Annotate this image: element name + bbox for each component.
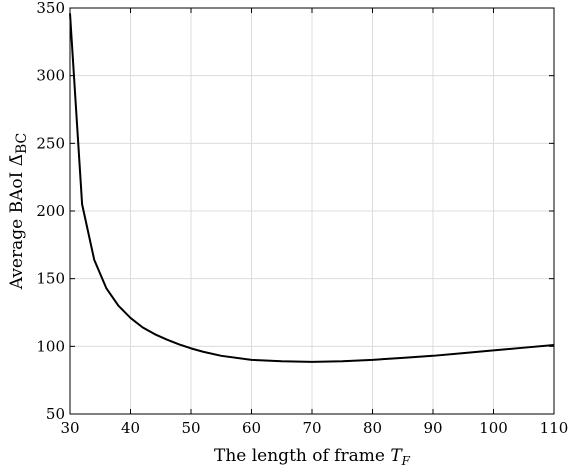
y-tick-label: 100	[36, 337, 65, 355]
y-tick-label: 300	[36, 67, 65, 85]
x-tick-label: 60	[242, 419, 261, 437]
series-layer	[69, 13, 555, 363]
y-tick-label: 350	[36, 0, 65, 17]
x-tick-label: 100	[479, 419, 508, 437]
x-tick-label: 70	[302, 419, 321, 437]
x-tick-label: 90	[423, 419, 442, 437]
y-tick-label: 150	[36, 270, 65, 288]
y-tick-label: 50	[46, 405, 65, 423]
x-tick-label: 30	[60, 419, 79, 437]
x-axis-label: The length of frame TF	[214, 446, 411, 468]
x-axis-label-variable: T	[390, 446, 403, 466]
series-line	[69, 13, 555, 363]
y-tick-label: 200	[36, 202, 65, 220]
ticks	[69, 7, 555, 415]
x-axis-label-subscript: F	[401, 454, 411, 468]
y-axis-label: Average BAoI Δ̄BC	[7, 133, 30, 291]
y-axis-label-subscript: BC	[14, 133, 30, 154]
x-tick-label: 110	[540, 419, 569, 437]
tick-labels: 30 40 50 60 70 80 90 100 110 50 100 150 200 250 300 350	[36, 0, 568, 437]
y-axis-label-variable: Δ̄	[7, 154, 27, 166]
x-tick-label: 50	[181, 419, 200, 437]
y-tick-label: 250	[36, 134, 65, 152]
grid	[70, 8, 554, 414]
x-tick-label: 80	[363, 419, 382, 437]
x-axis-label-text: The length of frame	[214, 446, 390, 466]
x-tick-label: 40	[121, 419, 140, 437]
y-axis-label-text: Average BAoI	[7, 166, 27, 290]
